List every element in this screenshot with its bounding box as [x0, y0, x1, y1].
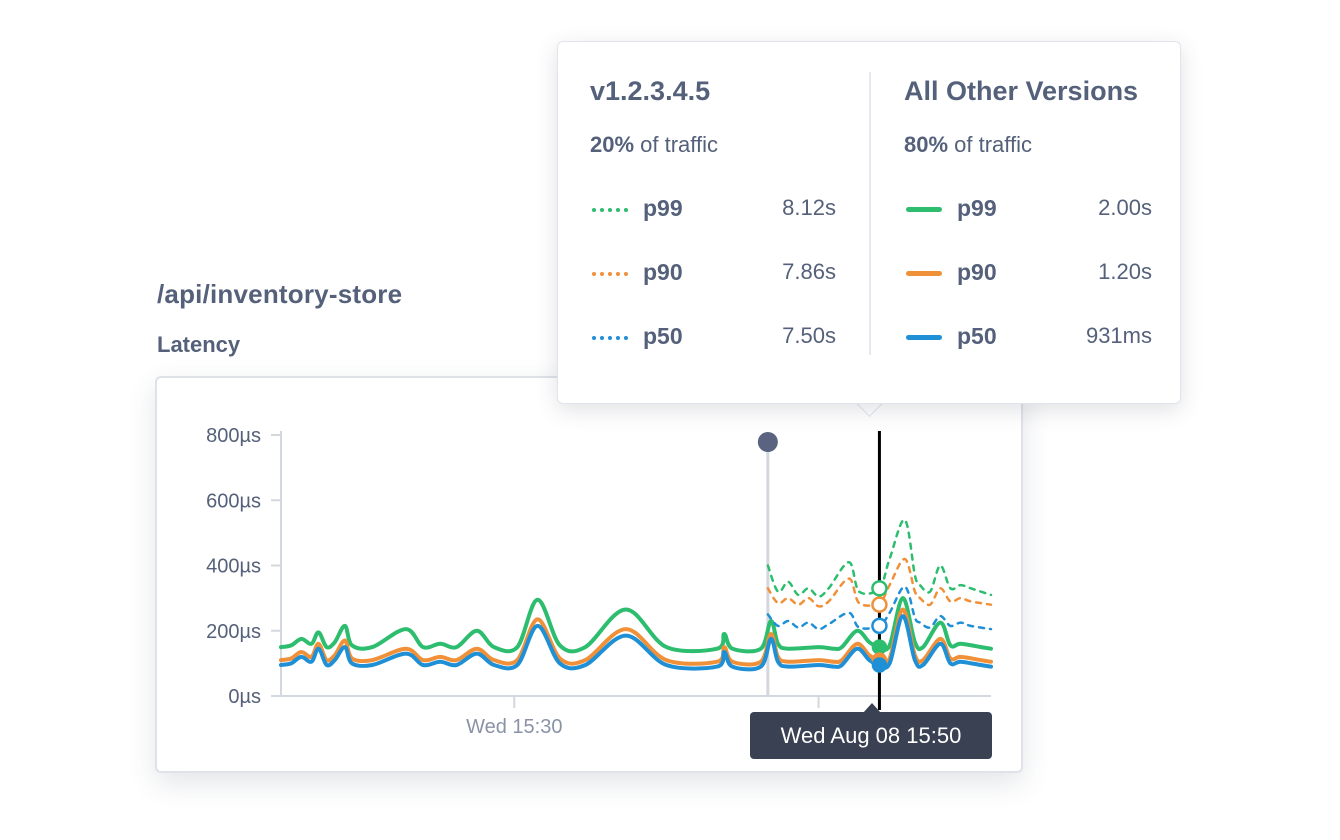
p50-canary-cursor-point: [871, 617, 888, 635]
y-tick-label: 400µs: [206, 556, 261, 578]
metric-value: 2.00s: [1098, 195, 1152, 220]
other-traffic-suffix: of traffic: [948, 132, 1033, 157]
x-tick-label: Wed 15:30: [466, 716, 562, 738]
canary-traffic-pct: 20%: [590, 132, 635, 157]
p90-dashed-swatch: [592, 272, 628, 276]
metric-label: p99: [957, 195, 997, 221]
metric-label: p50: [643, 323, 683, 349]
y-tick-label: 600µs: [206, 490, 261, 512]
p90-canary-cursor-point: [871, 596, 888, 613]
metric-value: 931ms: [1085, 323, 1152, 348]
p99-cursor-point: [871, 639, 888, 655]
cursor-time-badge: Wed Aug 08 15:50: [750, 712, 992, 759]
p50-dashed-swatch: [592, 336, 628, 340]
p99-solid-swatch: [906, 207, 942, 212]
other-traffic-share: 80% of traffic: [904, 132, 1032, 158]
p50-solid-line: [279, 614, 993, 672]
y-tick-label: 200µs: [206, 621, 261, 643]
canary-version-label: v1.2.3.4.5: [590, 76, 711, 106]
p90-dashed-line: [766, 557, 993, 608]
latency-chart-card[interactable]: 0µs 200µs 400µs 600µs 800µs Wed 15:30: [155, 376, 1023, 773]
other-versions-label: All Other Versions: [904, 76, 1139, 106]
endpoint-title: /api/inventory-store: [157, 279, 403, 309]
time-badge-arrow: [863, 703, 881, 713]
other-row-p50: p50 931ms: [904, 323, 1152, 353]
p99-canary-cursor-point: [871, 580, 888, 597]
p90-solid-line: [279, 607, 993, 667]
canary-traffic-share: 20% of traffic: [590, 132, 718, 158]
latency-chart[interactable]: 0µs 200µs 400µs 600µs 800µs Wed 15:30: [157, 378, 1021, 771]
other-row-p90: p90 1.20s: [904, 259, 1152, 289]
canary-row-p50: p50 7.50s: [590, 323, 836, 353]
p50-cursor-point: [871, 657, 888, 673]
p99-dashed-line: [766, 518, 993, 598]
version-comparison-tooltip: v1.2.3.4.5 20% of traffic p99 8.12s p90 …: [557, 41, 1181, 404]
other-row-p99: p99 2.00s: [904, 195, 1152, 225]
canary-row-p90: p90 7.86s: [590, 259, 836, 289]
y-tick-label: 800µs: [206, 425, 261, 447]
metric-label: p90: [957, 259, 997, 285]
metric-value: 1.20s: [1098, 259, 1152, 284]
p99-dashed-swatch: [592, 208, 628, 212]
deploy-marker-dot: [757, 432, 778, 452]
metric-label: p50: [957, 323, 997, 349]
latency-label: Latency: [157, 332, 241, 357]
p90-solid-swatch: [906, 271, 942, 276]
p99-solid-line: [279, 596, 993, 654]
tooltip-divider: [869, 72, 871, 355]
y-tick-label: 0µs: [228, 686, 261, 708]
canary-row-p99: p99 8.12s: [590, 195, 836, 225]
metric-value: 7.86s: [782, 259, 836, 284]
metric-value: 7.50s: [782, 323, 836, 348]
metric-label: p99: [643, 195, 683, 221]
other-traffic-pct: 80%: [904, 132, 949, 157]
p50-solid-swatch: [906, 335, 942, 340]
metric-value: 8.12s: [782, 195, 836, 220]
metric-label: p90: [643, 259, 683, 285]
canary-traffic-suffix: of traffic: [634, 132, 719, 157]
